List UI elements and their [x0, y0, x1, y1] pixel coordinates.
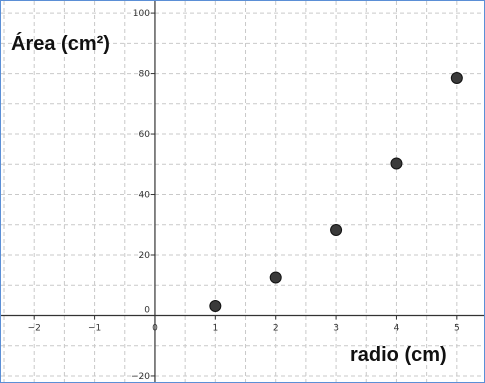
- data-point: [390, 157, 403, 170]
- y-tick-label: 100: [133, 9, 150, 19]
- y-tick-label: 0: [144, 305, 150, 315]
- x-tick-label: 2: [273, 323, 279, 333]
- data-point: [450, 71, 463, 84]
- x-tick-label: 3: [333, 323, 339, 333]
- x-tick-label: −2: [28, 323, 41, 333]
- y-tick-label: 40: [139, 191, 151, 201]
- data-point: [269, 271, 282, 284]
- y-tick-label: 80: [139, 70, 151, 80]
- x-axis-label: radio (cm): [350, 344, 447, 366]
- data-point: [330, 223, 343, 236]
- x-tick-label: −1: [88, 323, 101, 333]
- x-tick-label: 5: [454, 323, 460, 333]
- data-point: [209, 299, 222, 312]
- y-tick-label: 60: [139, 130, 151, 140]
- x-tick-label: 0: [152, 323, 158, 333]
- y-tick-label: −20: [131, 372, 150, 382]
- x-tick-label: 4: [394, 323, 400, 333]
- y-axis-label: Área (cm²): [11, 33, 110, 55]
- x-tick-label: 1: [212, 323, 218, 333]
- y-tick-label: 20: [139, 251, 151, 261]
